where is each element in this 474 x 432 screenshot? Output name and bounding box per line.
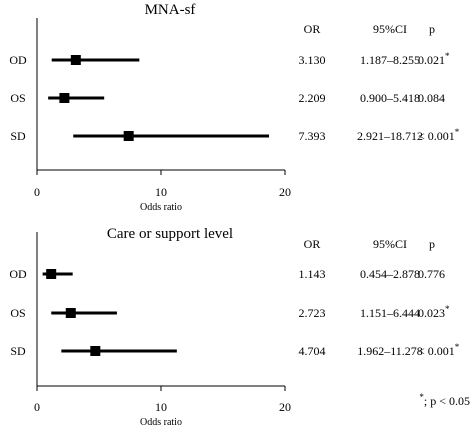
ci-value: 1.151–6.444 — [360, 306, 420, 320]
column-header-or: OR — [304, 22, 321, 36]
row-label: OD — [9, 267, 27, 281]
x-tick-label: 20 — [279, 400, 291, 414]
p-value-text: 0.023 — [418, 306, 445, 320]
odds-ratio-marker — [65, 308, 76, 318]
row-label: OS — [10, 91, 25, 105]
x-tick-label: 10 — [155, 185, 167, 199]
column-header-or: OR — [304, 237, 321, 251]
or-value: 7.393 — [299, 129, 326, 143]
significance-marker: * — [445, 51, 450, 61]
p-value: 0.021* — [418, 51, 450, 67]
odds-ratio-marker — [70, 55, 81, 65]
x-tick-label: 10 — [155, 400, 167, 414]
odds-ratio-marker — [90, 346, 101, 356]
column-header-ci: 95%CI — [373, 22, 407, 36]
significance-marker: * — [455, 127, 460, 137]
x-tick-label: 0 — [34, 185, 40, 199]
x-tick-label: 0 — [34, 400, 40, 414]
p-value-text: < 0.001 — [418, 129, 455, 143]
odds-ratio-marker — [46, 269, 57, 279]
ci-value: 2.921–18.712 — [357, 129, 423, 143]
p-value: 0.776 — [418, 267, 445, 281]
p-value: 0.084 — [418, 91, 445, 105]
significance-marker: * — [455, 342, 460, 352]
p-value: < 0.001* — [418, 127, 460, 143]
row-label: OS — [10, 306, 25, 320]
ci-value: 1.187–8.255 — [360, 53, 420, 67]
forest-panel: MNA-sf OR 95%CI p 0 10 20 Odds ratio OD 3.130 1.18… — [9, 2, 459, 213]
footnote: *; p < 0.05 — [419, 392, 470, 408]
x-tick-label: 20 — [279, 185, 291, 199]
or-value: 3.130 — [299, 53, 326, 67]
row-label: OD — [9, 53, 27, 67]
ci-value: 0.454–2.878 — [360, 267, 420, 281]
p-value: 0.023* — [418, 304, 450, 320]
p-value-text: 0.084 — [418, 91, 445, 105]
column-header-p: p — [429, 22, 435, 36]
p-value: < 0.001* — [418, 342, 460, 358]
p-value-text: < 0.001 — [418, 344, 455, 358]
or-value: 2.723 — [299, 306, 326, 320]
p-value-text: 0.776 — [418, 267, 445, 281]
significance-marker: * — [445, 304, 450, 314]
odds-ratio-marker — [59, 93, 70, 103]
ci-value: 0.900–5.418 — [360, 91, 420, 105]
column-header-ci: 95%CI — [373, 237, 407, 251]
footnote-symbol: * — [419, 392, 424, 402]
column-header-p: p — [429, 237, 435, 251]
row-label: SD — [10, 344, 26, 358]
p-value-text: 0.021 — [418, 53, 445, 67]
row-label: SD — [10, 129, 26, 143]
panel-title: MNA-sf — [145, 2, 196, 18]
forest-panel: Care or support level OR 95%CI p 0 10 20 Odds r… — [9, 226, 459, 428]
or-value: 1.143 — [299, 267, 326, 281]
or-value: 2.209 — [299, 91, 326, 105]
odds-ratio-marker — [123, 131, 134, 141]
or-value: 4.704 — [299, 344, 326, 358]
footnote-text: ; p < 0.05 — [424, 394, 470, 408]
x-axis-label: Odds ratio — [140, 202, 182, 213]
x-axis-label: Odds ratio — [140, 417, 182, 428]
ci-value: 1.962–11.278 — [357, 344, 423, 358]
panel-title: Care or support level — [107, 226, 233, 242]
